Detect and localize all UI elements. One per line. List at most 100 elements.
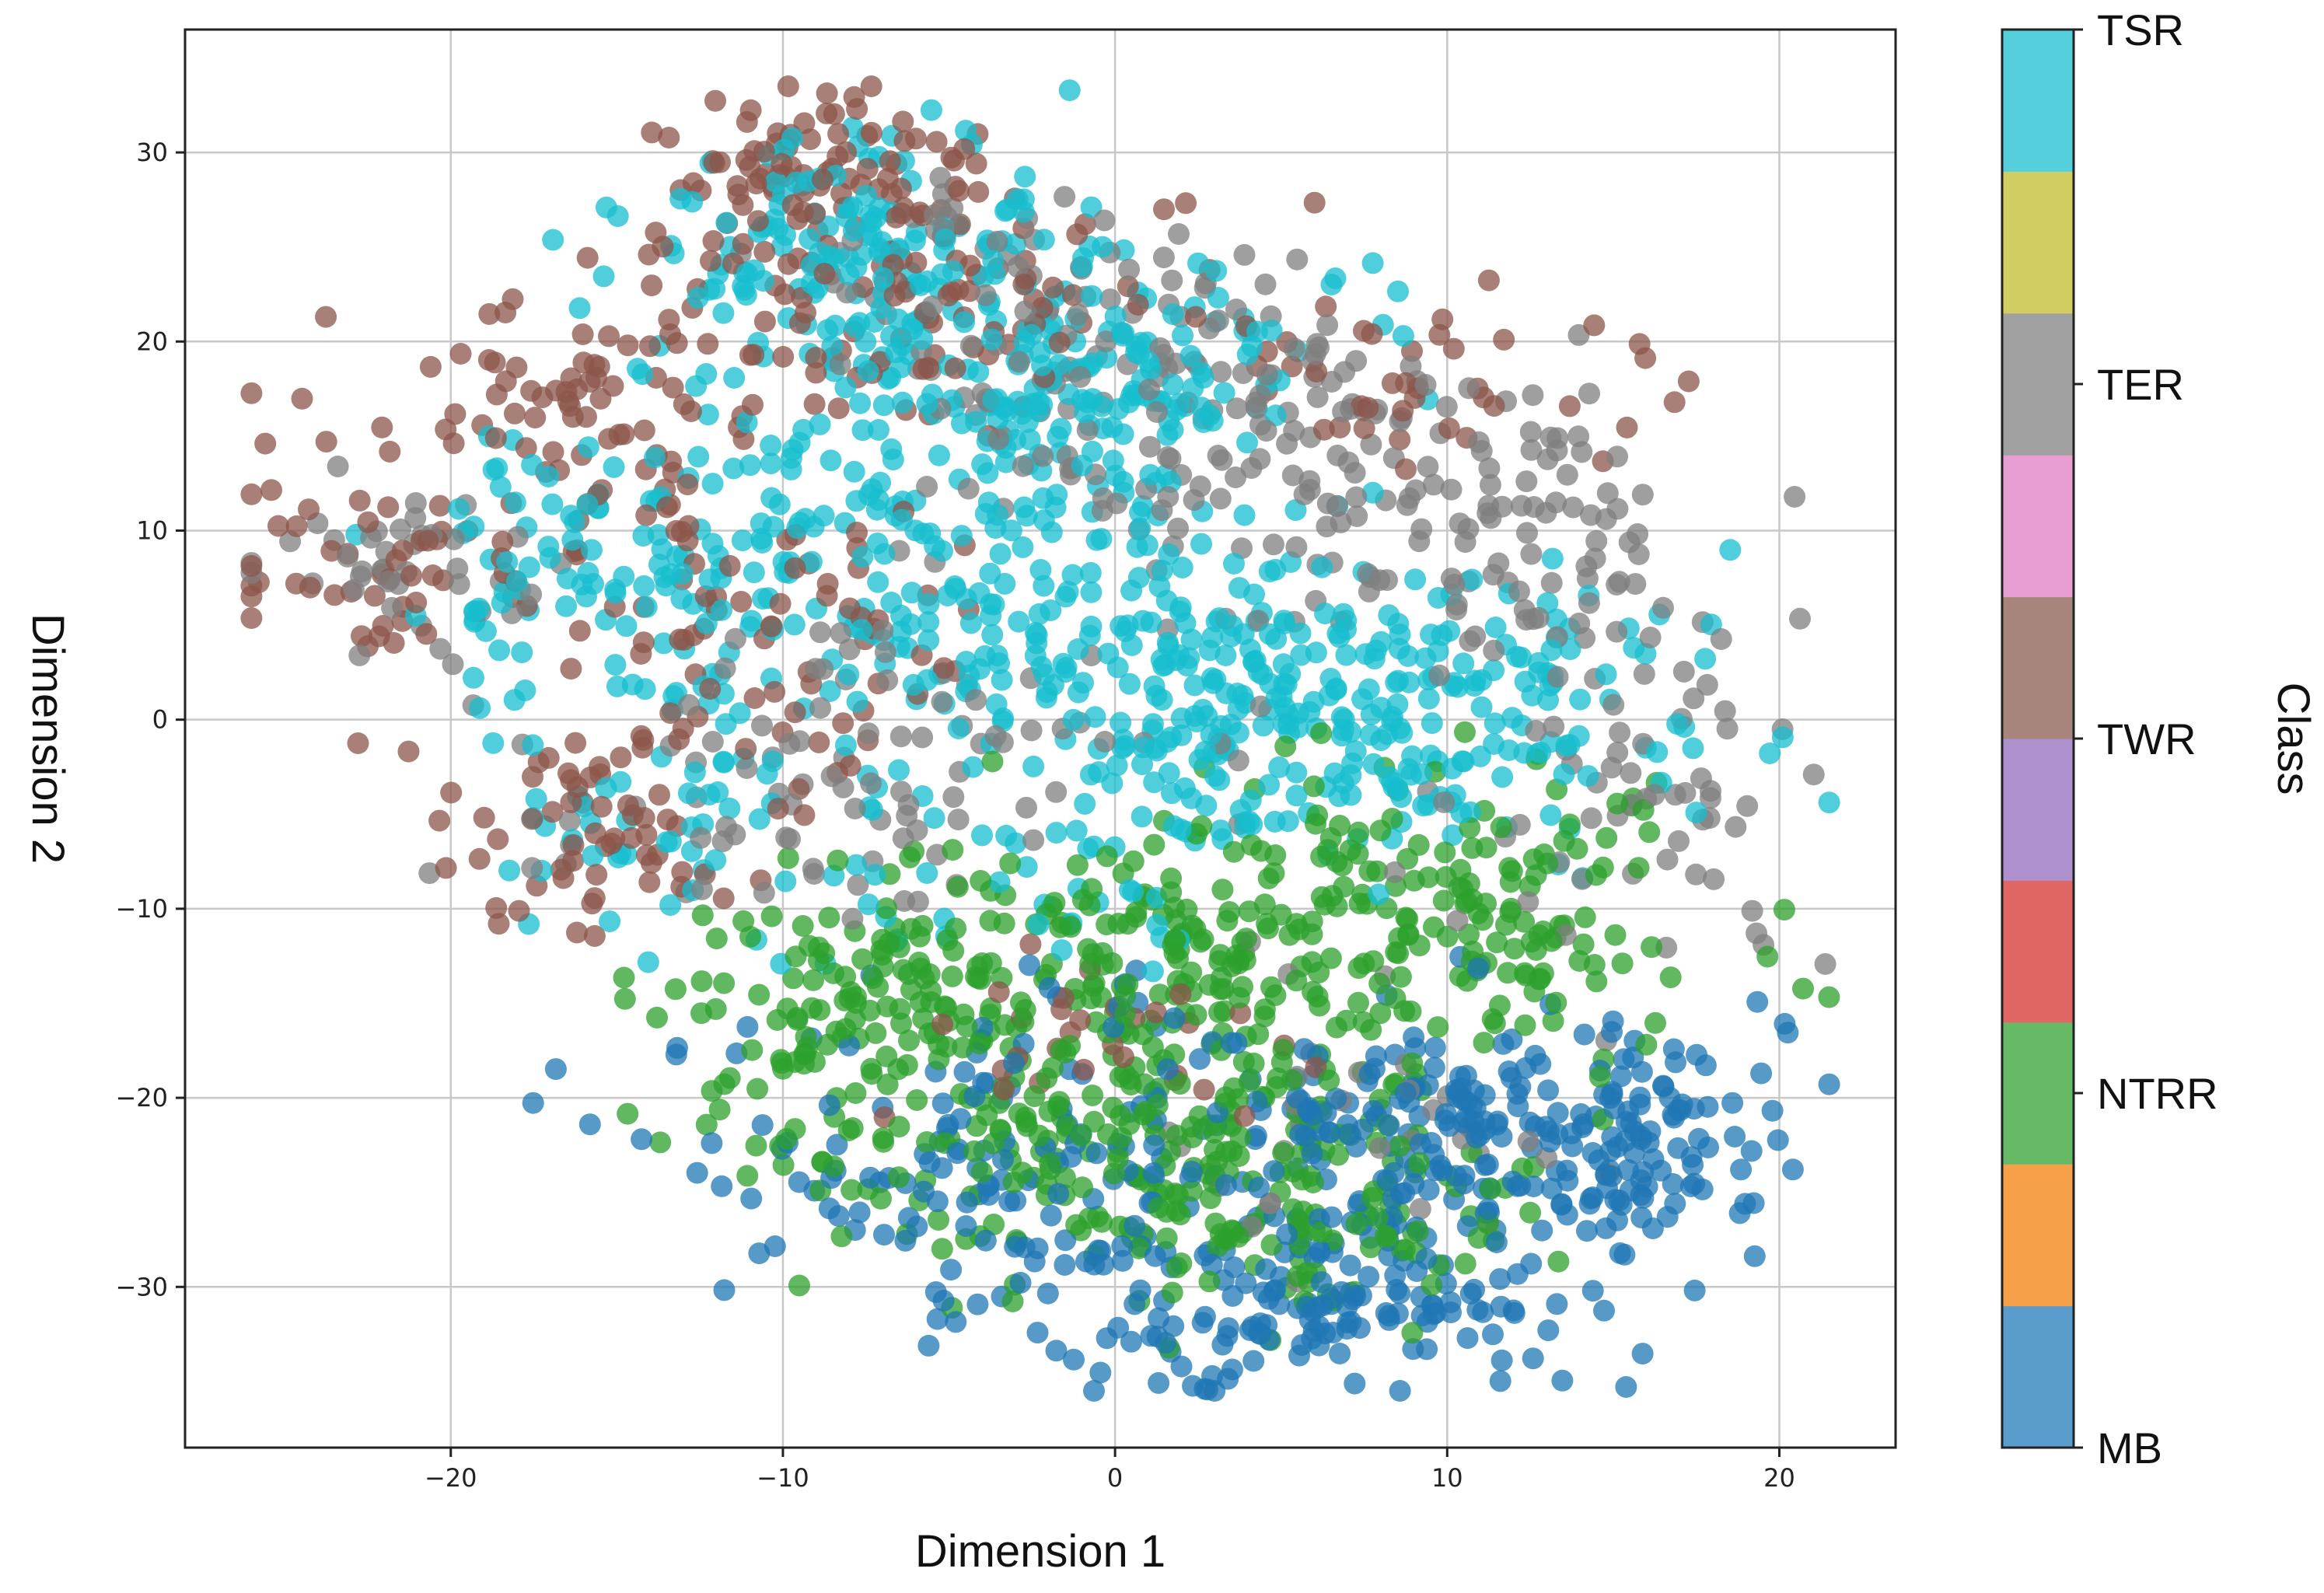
colorbar-segment [2002, 30, 2074, 172]
data-point-tsr [950, 525, 973, 547]
data-point-tsr [1104, 306, 1127, 328]
data-point-tsr [704, 849, 727, 872]
data-point-tsr [1277, 810, 1299, 833]
data-point-twr [371, 416, 393, 438]
data-point-tsr [824, 314, 847, 337]
data-point-twr [555, 381, 578, 403]
data-point-twr [400, 564, 422, 587]
data-point-ter [847, 874, 869, 896]
data-point-twr [630, 725, 652, 747]
data-point-tsr [843, 460, 865, 483]
data-point-tsr [1236, 344, 1259, 365]
data-point-twr [315, 431, 337, 453]
data-point-mb [1423, 1057, 1445, 1079]
data-point-tsr [858, 484, 880, 506]
data-point-twr [839, 754, 861, 777]
data-point-ntrr [1127, 1237, 1150, 1259]
data-point-ter [381, 596, 404, 619]
data-point-ntrr [1403, 869, 1425, 892]
data-point-tsr [1046, 484, 1068, 506]
data-point-tsr [1404, 568, 1427, 591]
data-point-ntrr [1164, 1183, 1186, 1205]
data-point-tsr [1484, 617, 1507, 638]
data-point-twr [589, 756, 610, 778]
data-point-mb [1378, 1308, 1400, 1331]
data-point-tsr [576, 493, 599, 515]
data-point-twr [421, 564, 444, 586]
data-point-ter [1326, 495, 1348, 517]
data-point-twr [1303, 191, 1326, 214]
data-point-tsr [987, 504, 1009, 526]
data-point-twr [987, 981, 1010, 1004]
data-point-twr [348, 489, 371, 512]
data-point-tsr [635, 596, 658, 618]
data-point-twr [315, 306, 337, 328]
data-point-ntrr [823, 1155, 845, 1178]
data-point-twr [491, 530, 514, 553]
data-point-ter [829, 353, 851, 376]
data-point-mb [736, 1015, 759, 1038]
data-point-mb [1439, 1291, 1462, 1314]
data-point-tsr [821, 335, 844, 358]
data-point-tsr [849, 392, 872, 414]
data-point-ntrr [1077, 938, 1099, 960]
data-point-tsr [1634, 643, 1657, 665]
data-point-ntrr [1097, 1123, 1119, 1145]
data-point-twr [732, 428, 755, 450]
data-point-twr [419, 355, 442, 378]
data-point-ntrr [746, 1078, 769, 1100]
data-point-tsr [1170, 707, 1193, 729]
data-point-mb [1085, 1142, 1108, 1165]
data-point-ntrr [1302, 980, 1324, 1003]
data-point-tsr [1101, 772, 1124, 795]
data-point-tsr [980, 328, 1003, 351]
data-point-tsr [1246, 320, 1268, 343]
data-point-mb [1539, 1130, 1561, 1153]
data-point-ntrr [851, 948, 874, 970]
data-point-ter [448, 573, 470, 596]
data-point-ntrr [1604, 924, 1627, 946]
data-point-tsr [604, 578, 627, 601]
data-point-tsr [1427, 587, 1449, 609]
data-point-ter [984, 725, 1007, 747]
data-point-ntrr [1208, 1001, 1230, 1023]
data-point-tsr [697, 403, 719, 426]
data-point-mb [1258, 1329, 1281, 1351]
data-point-tsr [1412, 795, 1435, 817]
data-point-ntrr [1163, 896, 1186, 919]
data-point-twr [892, 110, 914, 133]
data-point-mb [711, 1175, 733, 1197]
data-point-tsr [634, 678, 656, 700]
data-point-mb [1573, 1023, 1595, 1046]
data-point-mb [1054, 1254, 1076, 1276]
data-point-mb [1389, 1380, 1411, 1402]
data-point-mb [1038, 976, 1061, 999]
data-point-ter [1210, 361, 1232, 383]
data-point-mb [974, 1229, 997, 1252]
data-point-twr [291, 387, 313, 410]
data-point-tsr [1101, 416, 1124, 438]
data-point-ntrr [1263, 862, 1285, 885]
colorbar-tick-label: TER [2097, 360, 2184, 409]
data-point-ter [1596, 482, 1619, 505]
data-point-ntrr [1308, 962, 1330, 983]
data-point-mb [1491, 1349, 1513, 1371]
data-point-ter [1510, 494, 1532, 517]
data-point-ter [1631, 484, 1654, 506]
data-point-ntrr [945, 917, 967, 940]
data-point-mb [666, 1036, 688, 1059]
data-point-ntrr [713, 972, 736, 994]
data-point-twr [793, 804, 816, 826]
data-point-ntrr [1148, 1196, 1170, 1219]
data-point-tsr [1233, 504, 1256, 526]
data-point-tsr [488, 639, 511, 662]
data-point-mb [931, 1157, 953, 1179]
data-point-tsr [1118, 672, 1141, 695]
data-point-tsr [592, 265, 615, 288]
data-point-tsr [482, 732, 505, 754]
data-point-mb [1743, 1245, 1766, 1267]
data-point-ntrr [1012, 1011, 1035, 1033]
colorbar-segment [2002, 313, 2074, 456]
data-point-tsr [659, 894, 682, 917]
data-point-ntrr [713, 1073, 736, 1095]
